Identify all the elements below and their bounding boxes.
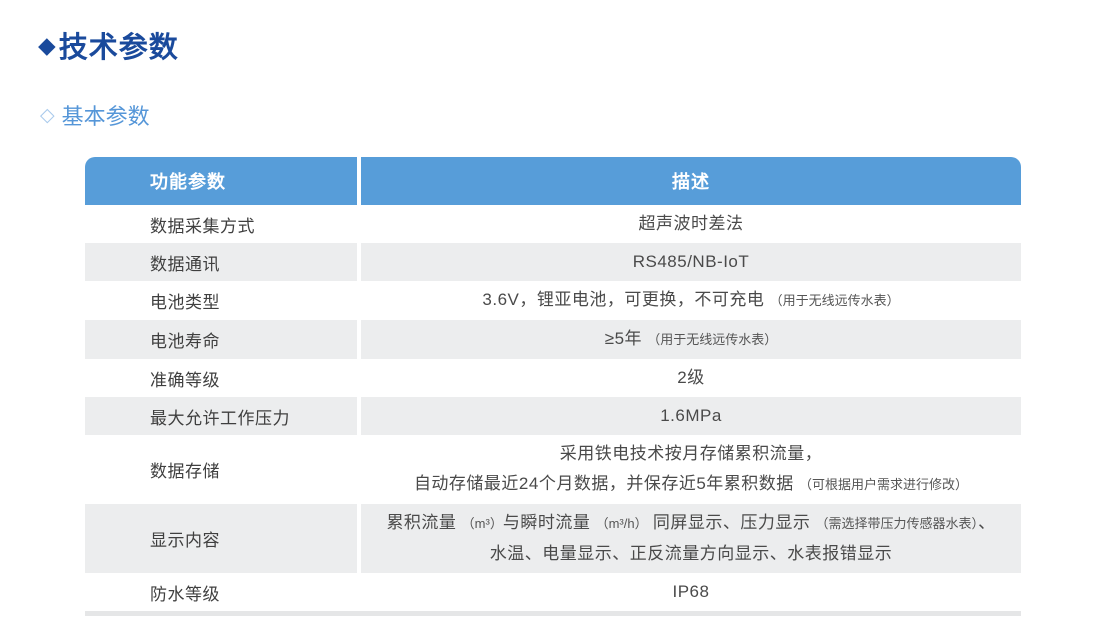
param-label: 最大允许工作压力	[150, 408, 290, 428]
param-desc-cell: IP68	[361, 573, 1021, 611]
table-row: 最大允许工作压力 1.6MPa	[85, 397, 1021, 435]
param-desc-cell: 3.6V，锂亚电池，可更换，不可充电 （用于无线远传水表）	[361, 281, 1021, 320]
param-label-cell: 准确等级	[85, 359, 357, 397]
param-label-cell: 电池寿命	[85, 320, 357, 359]
param-label: 显示内容	[150, 531, 220, 550]
param-label: 防水等级	[150, 584, 220, 604]
table-row: 显示内容 累积流量 （m³）与瞬时流量 （m³/h） 同屏显示、压力显示 （需选择…	[85, 504, 1021, 573]
section-title-text: 技术参数	[58, 32, 179, 64]
page: ◆ 技术参数 ◇ 基本参数 功能参数 描述 数据采集方式 超声波时差法数据通讯 RS…	[0, 24, 1100, 636]
table-row: 电池寿命 ≥5年 （用于无线远传水表）	[85, 320, 1021, 359]
param-label: 电池寿命	[150, 332, 220, 351]
table-body: 数据采集方式 超声波时差法数据通讯 RS485/NB-IoT 电池类型 3.6V，锂亚电…	[85, 205, 1021, 611]
param-label: 数据存储	[150, 462, 220, 481]
hollow-diamond-icon: ◇	[40, 104, 55, 126]
param-desc: IP68	[672, 582, 710, 601]
subsection-title: ◇ 基本参数	[40, 99, 1100, 131]
param-desc-cell: 累积流量 （m³）与瞬时流量 （m³/h） 同屏显示、压力显示 （需选择带压力传…	[361, 504, 1021, 573]
table-bottom-border	[85, 611, 1021, 616]
param-label-cell: 防水等级	[85, 573, 357, 611]
param-desc: 1.6MPa	[660, 406, 722, 425]
param-desc-cell: 采用铁电技术按月存储累积流量， 自动存储最近24个月数据，并保存近5年累积数据 （…	[361, 435, 1021, 504]
filled-diamond-icon: ◆	[38, 31, 56, 58]
table-row: 电池类型 3.6V，锂亚电池，可更换，不可充电 （用于无线远传水表）	[85, 281, 1021, 320]
table-header-desc: 描述	[361, 157, 1021, 205]
param-label: 电池类型	[150, 293, 220, 312]
table-header-param-label: 功能参数	[150, 172, 226, 192]
param-desc-cell: 超声波时差法	[361, 205, 1021, 243]
table-header-desc-label: 描述	[672, 172, 710, 192]
table-row: 数据存储 采用铁电技术按月存储累积流量， 自动存储最近24个月数据，并保存近5年累积…	[85, 435, 1021, 504]
param-label-cell: 电池类型	[85, 281, 357, 320]
subsection-title-text: 基本参数	[61, 104, 150, 129]
param-desc-cell: 2级	[361, 359, 1021, 397]
param-label: 数据采集方式	[150, 216, 255, 236]
param-label-cell: 数据通讯	[85, 243, 357, 281]
param-label: 准确等级	[150, 370, 220, 390]
param-desc: 超声波时差法	[638, 214, 744, 233]
param-desc-cell: 1.6MPa	[361, 397, 1021, 435]
param-label-cell: 数据存储	[85, 435, 357, 504]
param-desc: ≥5年 （用于无线远传水表）	[604, 329, 778, 348]
param-desc: 2级	[677, 368, 705, 387]
param-label: 数据通讯	[150, 254, 220, 274]
param-desc: RS485/NB-IoT	[632, 252, 750, 271]
param-label-cell: 最大允许工作压力	[85, 397, 357, 435]
table-row: 数据通讯 RS485/NB-IoT	[85, 243, 1021, 281]
param-desc-cell: RS485/NB-IoT	[361, 243, 1021, 281]
spec-table: 功能参数 描述 数据采集方式 超声波时差法数据通讯 RS485/NB-IoT 电池类型…	[85, 157, 1021, 611]
section-title: ◆ 技术参数	[38, 24, 1100, 66]
param-label-cell: 显示内容	[85, 504, 357, 573]
table-header-row: 功能参数 描述	[85, 157, 1021, 205]
param-desc: 3.6V，锂亚电池，可更换，不可充电 （用于无线远传水表）	[482, 290, 900, 309]
table-header-param: 功能参数	[85, 157, 357, 205]
param-desc-cell: ≥5年 （用于无线远传水表）	[361, 320, 1021, 359]
param-label-cell: 数据采集方式	[85, 205, 357, 243]
table-row: 防水等级 IP68	[85, 573, 1021, 611]
param-desc: 采用铁电技术按月存储累积流量， 自动存储最近24个月数据，并保存近5年累积数据 （…	[413, 444, 969, 493]
param-desc: 累积流量 （m³）与瞬时流量 （m³/h） 同屏显示、压力显示 （需选择带压力传…	[386, 513, 996, 563]
table-row: 数据采集方式 超声波时差法	[85, 205, 1021, 243]
table-row: 准确等级 2级	[85, 359, 1021, 397]
